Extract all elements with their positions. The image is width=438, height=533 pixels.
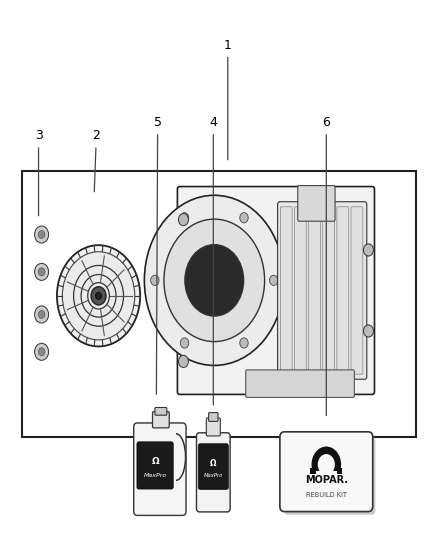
- Circle shape: [62, 252, 135, 340]
- FancyBboxPatch shape: [294, 207, 306, 374]
- Circle shape: [145, 195, 284, 366]
- Circle shape: [39, 348, 45, 356]
- Circle shape: [240, 213, 248, 223]
- Circle shape: [151, 275, 159, 286]
- Circle shape: [178, 356, 188, 367]
- FancyBboxPatch shape: [208, 413, 218, 422]
- Text: MaxPro: MaxPro: [144, 473, 167, 478]
- Text: 6: 6: [322, 116, 330, 416]
- FancyBboxPatch shape: [155, 407, 167, 415]
- Text: 3: 3: [35, 130, 42, 216]
- Bar: [22, 171, 416, 437]
- Text: Ω: Ω: [152, 457, 159, 466]
- FancyBboxPatch shape: [280, 207, 292, 374]
- Circle shape: [240, 338, 248, 348]
- Circle shape: [95, 292, 102, 300]
- FancyBboxPatch shape: [298, 185, 335, 221]
- Circle shape: [269, 275, 278, 286]
- FancyBboxPatch shape: [337, 207, 349, 374]
- FancyBboxPatch shape: [246, 370, 354, 398]
- FancyBboxPatch shape: [311, 471, 341, 484]
- Circle shape: [39, 268, 45, 276]
- Circle shape: [35, 226, 49, 243]
- FancyBboxPatch shape: [152, 411, 169, 428]
- Circle shape: [39, 310, 45, 318]
- Circle shape: [185, 245, 244, 316]
- Text: 2: 2: [92, 130, 100, 192]
- Circle shape: [311, 447, 341, 482]
- FancyBboxPatch shape: [137, 442, 173, 489]
- Circle shape: [164, 219, 265, 342]
- Circle shape: [39, 230, 45, 239]
- Circle shape: [180, 213, 189, 223]
- Circle shape: [318, 454, 335, 475]
- FancyBboxPatch shape: [309, 207, 321, 374]
- Text: Ω: Ω: [210, 459, 216, 468]
- FancyBboxPatch shape: [323, 207, 335, 374]
- FancyBboxPatch shape: [198, 444, 228, 489]
- FancyBboxPatch shape: [134, 423, 186, 515]
- Circle shape: [180, 338, 189, 348]
- Circle shape: [35, 343, 49, 360]
- Text: MaxPro: MaxPro: [204, 473, 223, 478]
- Circle shape: [91, 287, 106, 305]
- Circle shape: [57, 245, 140, 346]
- Text: 4: 4: [209, 116, 217, 405]
- Text: MOPAR.: MOPAR.: [305, 475, 348, 486]
- FancyBboxPatch shape: [197, 433, 230, 512]
- Circle shape: [178, 214, 188, 225]
- FancyBboxPatch shape: [177, 187, 374, 394]
- FancyBboxPatch shape: [280, 432, 373, 512]
- FancyBboxPatch shape: [278, 202, 367, 379]
- FancyBboxPatch shape: [206, 418, 220, 436]
- FancyBboxPatch shape: [351, 207, 363, 374]
- Text: 1: 1: [224, 39, 232, 160]
- Text: REBUILD KIT: REBUILD KIT: [306, 492, 347, 498]
- FancyBboxPatch shape: [337, 469, 342, 474]
- Circle shape: [35, 306, 49, 323]
- FancyBboxPatch shape: [284, 437, 375, 515]
- Text: 5: 5: [154, 116, 162, 394]
- FancyBboxPatch shape: [311, 469, 316, 474]
- Circle shape: [364, 325, 374, 337]
- Circle shape: [364, 244, 374, 256]
- Circle shape: [35, 263, 49, 280]
